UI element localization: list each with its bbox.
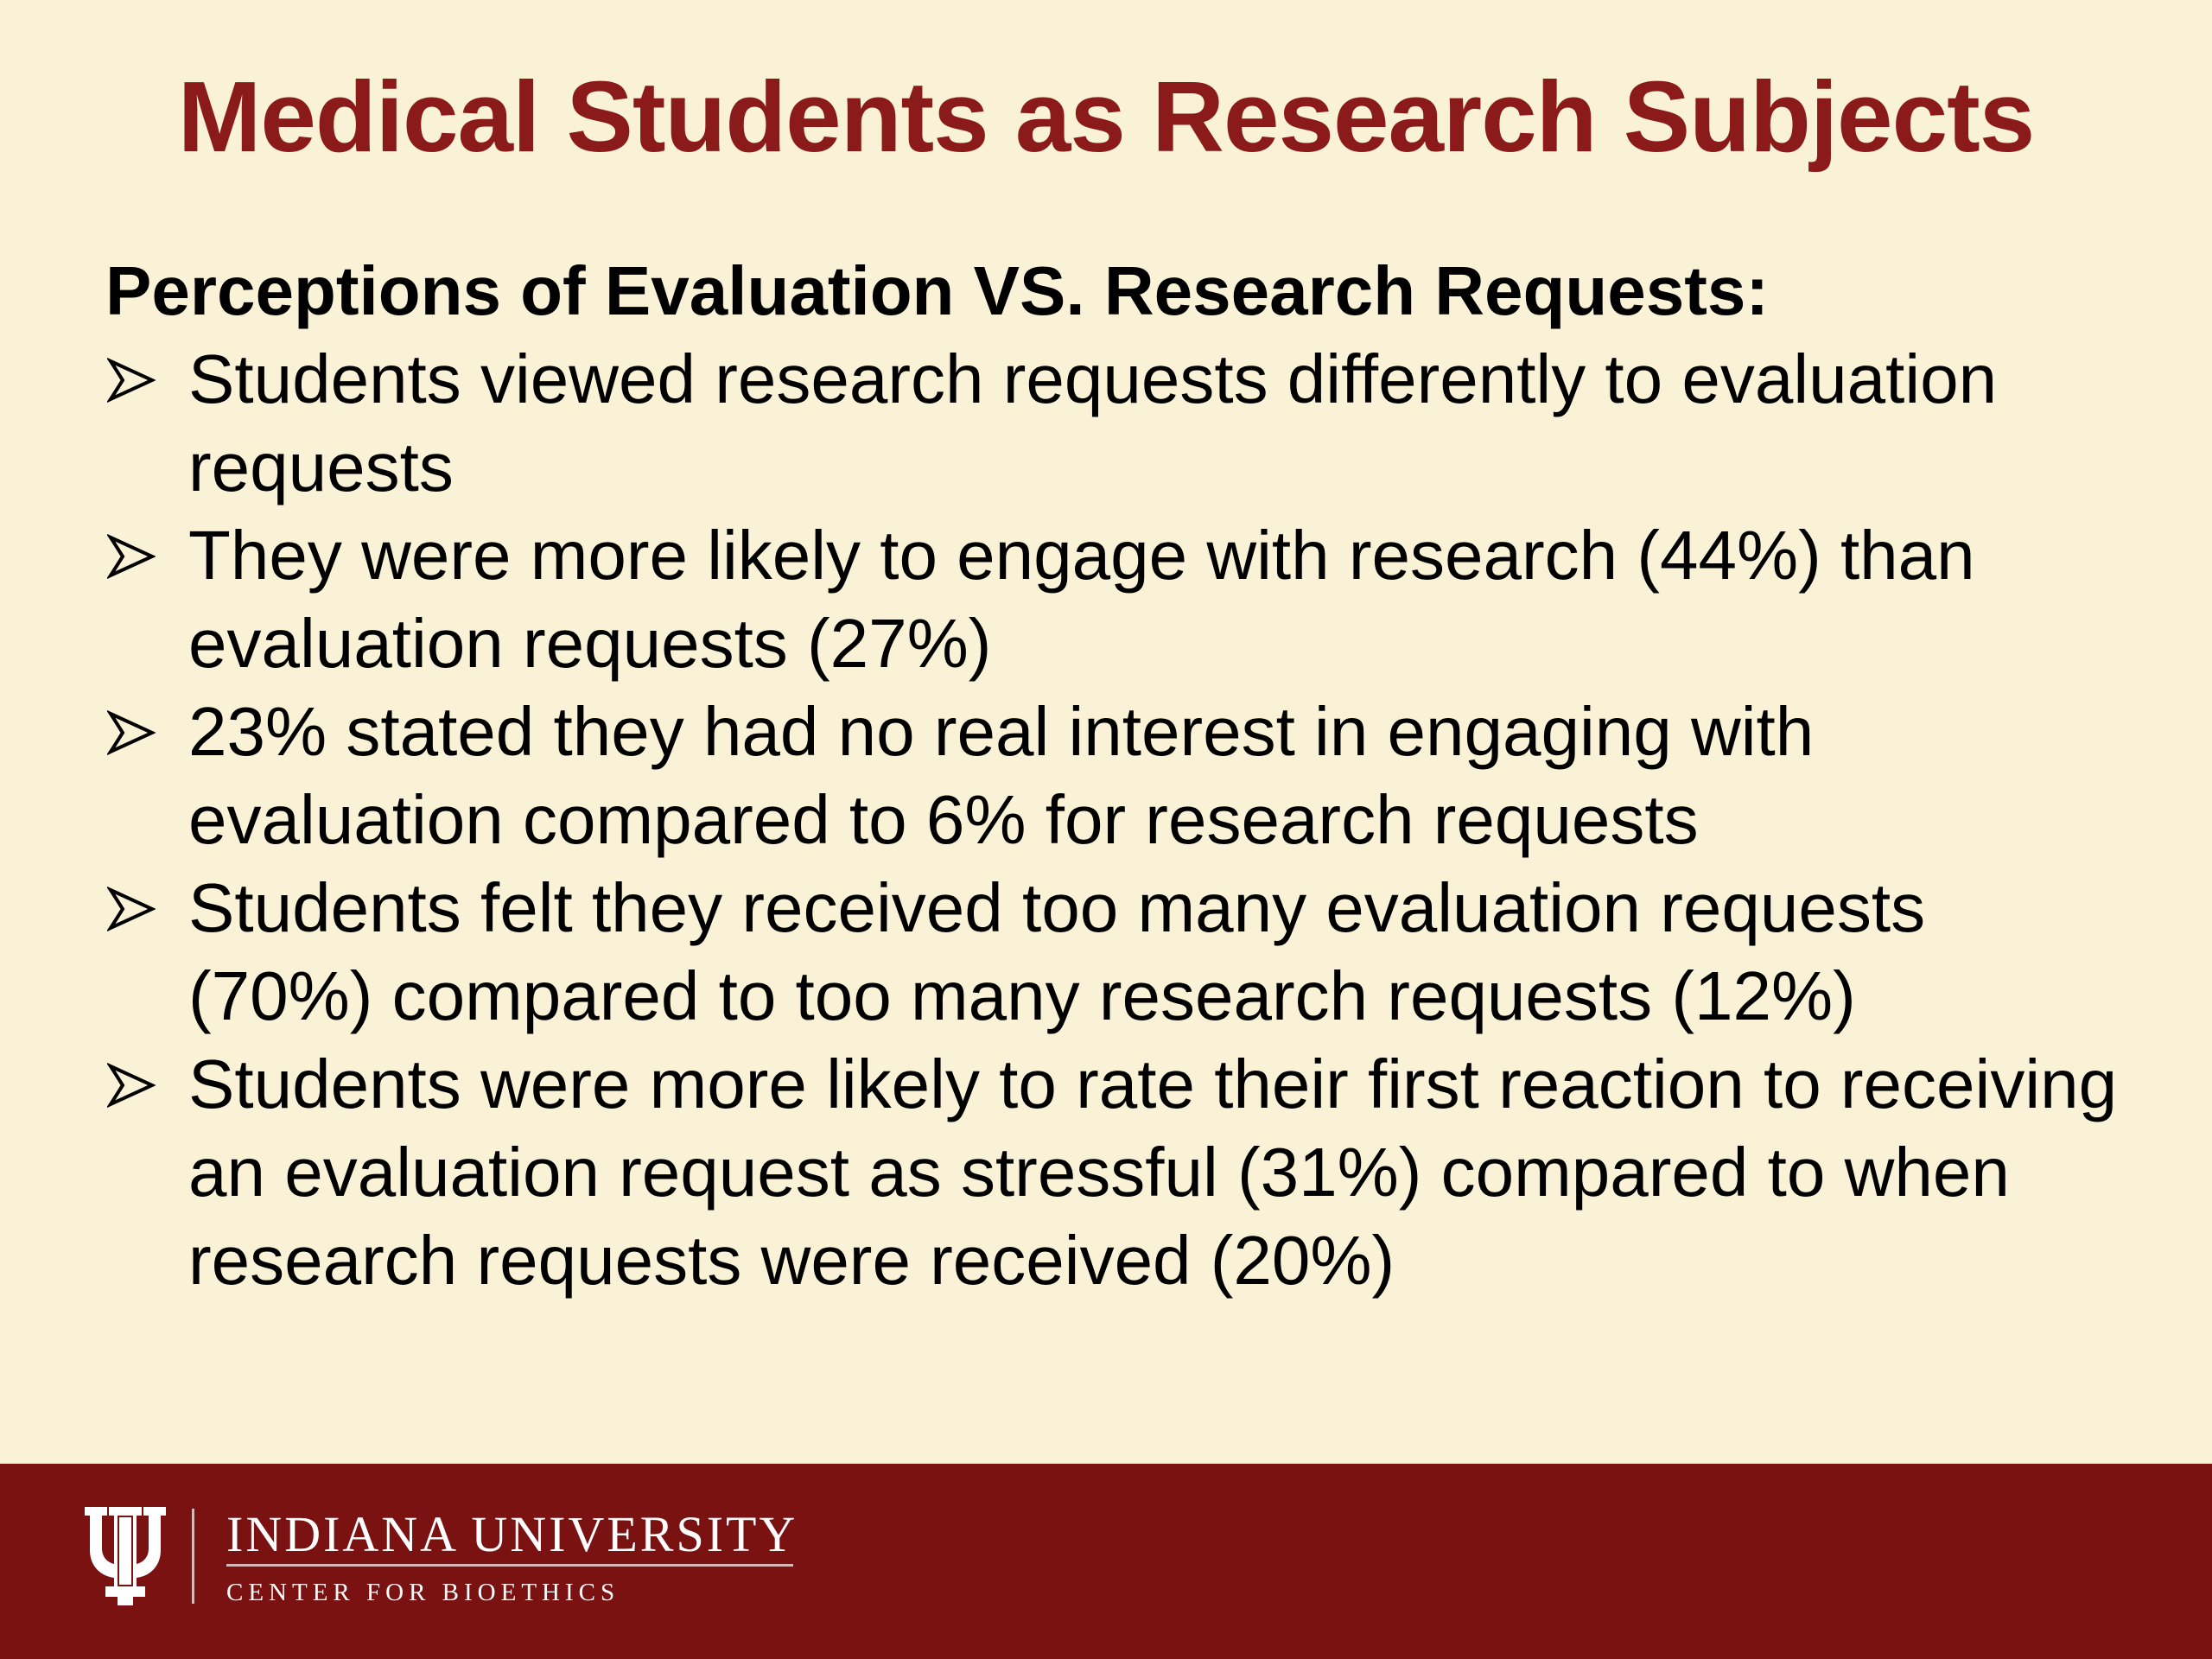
arrowhead-bullet-icon [107, 709, 156, 756]
arrowhead-bullet-icon [107, 533, 156, 580]
list-item: Students were more likely to rate their … [105, 1040, 2127, 1305]
list-item: Students felt they received too many eva… [105, 864, 2127, 1040]
slide-content: Perceptions of Evaluation VS. Research R… [105, 247, 2127, 1305]
arrowhead-bullet-icon [107, 886, 156, 932]
footer-bar: INDIANA UNIVERSITY CENTER FOR BIOETHICS [0, 1464, 2212, 1659]
logo-rule [226, 1564, 793, 1567]
logo-divider [192, 1509, 194, 1604]
bullet-text: They were more likely to engage with res… [188, 517, 1975, 682]
list-item: They were more likely to engage with res… [105, 512, 2127, 688]
center-name: CENTER FOR BIOETHICS [226, 1579, 620, 1606]
arrowhead-bullet-icon [107, 1062, 156, 1109]
bullet-text: Students were more likely to rate their … [188, 1046, 2118, 1299]
section-heading: Perceptions of Evaluation VS. Research R… [105, 252, 1770, 329]
organization-name: INDIANA UNIVERSITY [226, 1506, 798, 1562]
slide-title: Medical Students as Research Subjects [177, 60, 2035, 173]
iu-trident-logo-icon [85, 1507, 166, 1605]
list-item: 23% stated they had no real interest in … [105, 688, 2127, 864]
arrowhead-bullet-icon [107, 357, 156, 404]
bullet-list: Students viewed research requests differ… [105, 335, 2127, 1305]
bullet-text: Students felt they received too many eva… [188, 869, 1926, 1034]
bullet-text: 23% stated they had no real interest in … [188, 693, 1815, 858]
list-item: Students viewed research requests differ… [105, 335, 2127, 512]
bullet-text: Students viewed research requests differ… [188, 340, 1998, 505]
